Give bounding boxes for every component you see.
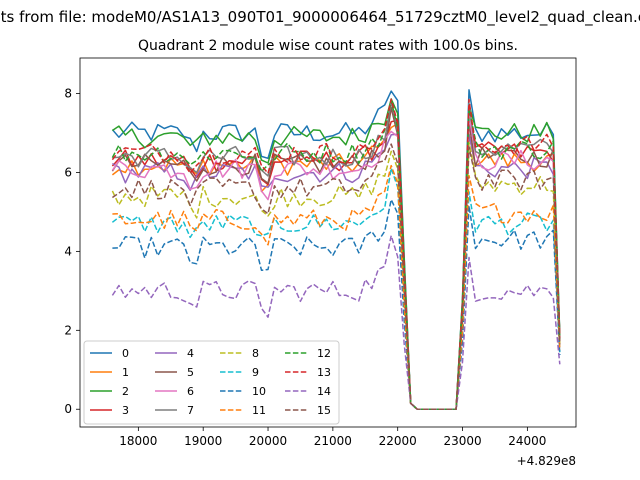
series-line-13 bbox=[111, 98, 561, 410]
x-axis: 18000 19000 20000 21000 22000 23000 24000 bbox=[119, 427, 546, 448]
series-line-0 bbox=[111, 89, 561, 410]
legend-label-9: 9 bbox=[252, 366, 259, 379]
legend-label-10: 10 bbox=[252, 385, 266, 398]
series-line-11 bbox=[112, 164, 561, 410]
series-line-10 bbox=[112, 198, 561, 410]
legend-label-3: 3 bbox=[122, 404, 129, 417]
legend-label-0: 0 bbox=[122, 347, 129, 360]
series-line-12 bbox=[111, 99, 561, 410]
y-tick-label: 2 bbox=[64, 323, 72, 337]
chart-title: Quadrant 2 module wise count rates with … bbox=[138, 38, 518, 54]
legend-label-4: 4 bbox=[187, 347, 194, 360]
x-tick-label: 22000 bbox=[379, 434, 417, 448]
figure-suptitle: Plots from file: modeM0/AS1A13_090T01_90… bbox=[0, 8, 640, 27]
plot-frame bbox=[79, 57, 577, 428]
series-line-9 bbox=[111, 167, 561, 410]
y-tick-label: 4 bbox=[64, 244, 72, 258]
legend-label-8: 8 bbox=[252, 347, 259, 360]
legend-label-15: 15 bbox=[317, 404, 331, 417]
legend-label-11: 11 bbox=[252, 404, 266, 417]
legend-label-2: 2 bbox=[122, 385, 129, 398]
series-line-3 bbox=[111, 119, 561, 410]
legend-label-1: 1 bbox=[122, 366, 129, 379]
y-tick-label: 0 bbox=[64, 402, 72, 416]
y-tick-label: 8 bbox=[64, 87, 72, 101]
series-line-15 bbox=[111, 143, 561, 410]
legend-label-13: 13 bbox=[317, 366, 331, 379]
legend-label-14: 14 bbox=[317, 385, 331, 398]
series-line-7 bbox=[112, 101, 561, 410]
y-tick-label: 6 bbox=[64, 165, 72, 179]
series-line-8 bbox=[111, 141, 561, 410]
y-axis: 0 2 4 6 8 bbox=[64, 87, 80, 416]
x-offset-label: +4.829e8 bbox=[517, 454, 576, 468]
legend-label-12: 12 bbox=[317, 347, 331, 360]
series-line-2 bbox=[111, 98, 561, 410]
x-tick-label: 24000 bbox=[508, 434, 546, 448]
x-tick-label: 20000 bbox=[249, 434, 287, 448]
x-tick-label: 21000 bbox=[314, 434, 352, 448]
legend-label-5: 5 bbox=[187, 366, 194, 379]
legend-label-7: 7 bbox=[187, 404, 194, 417]
legend-label-6: 6 bbox=[187, 385, 194, 398]
x-tick-label: 23000 bbox=[443, 434, 481, 448]
series-line-6 bbox=[111, 114, 561, 410]
x-tick-label: 19000 bbox=[184, 434, 222, 448]
series-line-14 bbox=[111, 234, 561, 410]
legend-box bbox=[83, 340, 340, 425]
x-tick-label: 18000 bbox=[119, 434, 157, 448]
